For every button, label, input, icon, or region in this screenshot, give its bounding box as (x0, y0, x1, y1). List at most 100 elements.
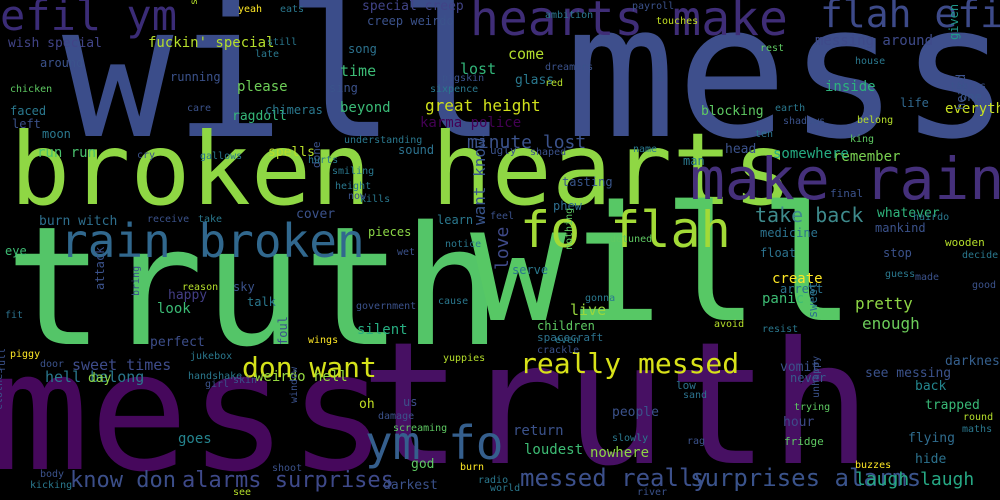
word-guess: guess (885, 269, 916, 280)
word-phew: phew (553, 199, 582, 213)
word-people: people (612, 405, 659, 420)
word-stop: stop (883, 246, 912, 260)
word-mess: mess (565, 0, 1000, 180)
word-spells: spells (268, 145, 315, 160)
word-moon: moon (42, 127, 71, 141)
word-love: love (492, 226, 513, 270)
word-spacecraft: spacecraft (537, 331, 604, 344)
word-hell-belong: hell belong (45, 368, 145, 386)
word-pieces: pieces (368, 225, 412, 239)
word-world: world (490, 483, 521, 494)
word-eye: eye (5, 244, 27, 258)
word-crackle: crackle (537, 345, 580, 356)
word-oh: oh (359, 397, 375, 412)
word-sing: sing (329, 81, 358, 95)
word-creep-weirdo: creep weirdo (367, 14, 454, 28)
word-trapped: trapped (925, 398, 980, 413)
word-float: float (760, 246, 797, 260)
word-shaped: shaped (530, 147, 567, 158)
word-fridge: fridge (784, 435, 824, 448)
word-attack: attack (93, 246, 107, 290)
word-tables: tables (950, 81, 987, 92)
word-talk: talk (247, 295, 276, 309)
word-body: body (40, 469, 65, 480)
word-handshake: handshake (188, 371, 243, 382)
word-jukebox: jukebox (190, 351, 233, 362)
word-maths: maths (962, 424, 993, 435)
word-one: one (960, 90, 982, 104)
word-will: will (470, 171, 856, 358)
word-government: government (356, 301, 417, 312)
word-door: door (40, 359, 65, 370)
word-notice: notice (445, 239, 482, 250)
word-don-want: don want (242, 351, 377, 384)
word-ugly: ugly (490, 144, 517, 157)
word-hide: hide (915, 452, 947, 467)
word-really-messed: really messed (520, 347, 740, 380)
word-messing-around: messing around (815, 33, 934, 49)
word-flying: flying (908, 431, 955, 446)
word-clothes: clothes (0, 367, 5, 410)
word-understanding: understanding (344, 135, 423, 146)
word-gonna: gonna (585, 293, 616, 304)
word-head: head (725, 142, 757, 157)
word-sweet: sweet (806, 281, 820, 318)
word-skin: skin (233, 375, 258, 386)
word-piggy: piggy (10, 349, 41, 360)
word-ambition: ambition (545, 10, 594, 21)
word-kills: kills (360, 194, 391, 205)
word-hour: hour (783, 415, 815, 430)
word-radio: radio (478, 475, 509, 486)
word-shadows: shadows (783, 116, 826, 127)
word-flah-efil: flah efil (820, 0, 1000, 36)
word-medicine: medicine (760, 226, 818, 240)
word-perfect: perfect (150, 335, 205, 350)
word-payroll: payroll (632, 1, 675, 12)
word-ym-fo: ym fo (365, 416, 504, 470)
word-children: children (537, 319, 595, 333)
word-trying: trying (794, 402, 831, 413)
word-see: see (233, 487, 252, 498)
word-around: around (40, 56, 84, 70)
word-see-messing: see messing (865, 366, 952, 381)
word-alarms-surprises: alarms surprises (182, 468, 394, 493)
word-window: window (289, 366, 300, 403)
word-glass: glass (515, 73, 555, 88)
word-song: song (348, 42, 377, 56)
word-given: given (947, 3, 961, 40)
word-run-run: run run (37, 145, 97, 161)
word-buzzes: buzzes (855, 460, 892, 471)
word-damage: damage (378, 411, 415, 422)
word-take-back: take back (755, 203, 864, 227)
word-touches: touches (656, 16, 699, 27)
word-messed-really: messed really (520, 464, 708, 492)
word-will: will (62, 0, 508, 180)
word-whatever: whatever (877, 206, 940, 221)
word-foul: foul (276, 316, 290, 345)
word-eats: eats (280, 4, 305, 15)
word-back: back (915, 379, 947, 394)
word-broken-hearts: broken hearts (10, 111, 793, 228)
word-beyond: beyond (340, 100, 391, 116)
word-weirdo-hell: weirdo hell (255, 369, 348, 385)
word-late: late (255, 49, 280, 60)
word-receive: receive (147, 214, 190, 225)
word-reason: reason (182, 282, 219, 293)
word-make-rain: make rain (690, 145, 1000, 213)
word-life: life (900, 96, 929, 110)
word-special-creep: special creep (362, 0, 464, 14)
word-never: never (790, 371, 827, 385)
word-hurts: hurts (308, 155, 339, 166)
word-fuckin-special: fuckin' special (148, 35, 275, 51)
word-dreamers: dreamers (545, 62, 594, 73)
word-great-height: great height (425, 96, 541, 115)
word-cry: cry (137, 150, 156, 161)
word-house: house (855, 56, 886, 67)
word-take: take (198, 214, 223, 225)
word-gallows: gallows (200, 151, 243, 162)
word-ten: ten (755, 129, 774, 140)
word-noise: noise (655, 51, 666, 82)
word-detuned: detuned (610, 234, 653, 245)
word-truth: truth (360, 306, 872, 500)
word-slowly: slowly (612, 433, 649, 444)
